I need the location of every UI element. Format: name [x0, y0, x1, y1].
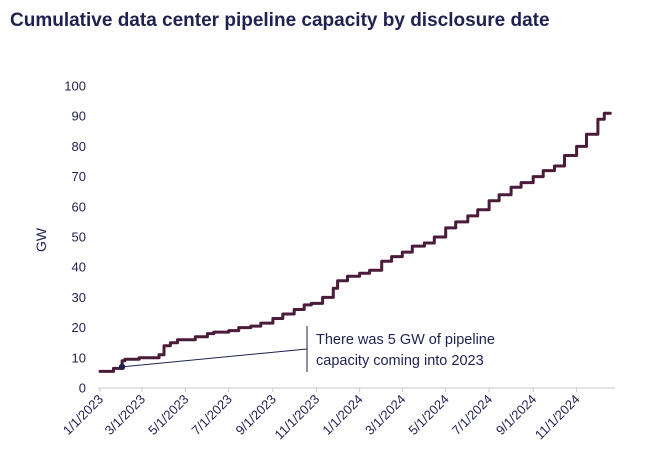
series-line [98, 111, 612, 373]
series-group [98, 111, 612, 373]
annotation: There was 5 GW of pipeline capacity comi… [118, 326, 495, 372]
y-tick-label: 40 [72, 260, 86, 275]
x-tick-label: 11/1/2024 [532, 392, 583, 443]
x-tick-label: 11/1/2023 [272, 392, 323, 443]
x-tick-label: 3/1/2024 [362, 392, 408, 438]
x-tick-label: 5/1/2024 [405, 392, 451, 438]
y-tick-label: 30 [72, 290, 86, 305]
y-tick-label: 0 [79, 381, 86, 396]
y-tick-label: 10 [72, 350, 86, 365]
x-tick-label: 1/1/2024 [319, 392, 365, 438]
annotation-text-line-2: capacity coming into 2023 [316, 353, 484, 369]
x-tick-label: 3/1/2023 [102, 392, 148, 438]
y-tick-label: 60 [72, 199, 86, 214]
x-tick-label: 1/1/2023 [60, 392, 106, 438]
y-tick-label: 80 [72, 139, 86, 154]
chart-title: Cumulative data center pipeline capacity… [10, 10, 550, 31]
y-axis-title: GW [33, 227, 49, 252]
y-tick-label: 50 [72, 230, 86, 245]
x-tick-label: 5/1/2023 [145, 392, 191, 438]
y-axis: 0 10 20 30 40 50 60 70 80 90 100 [64, 79, 86, 396]
y-tick-label: 90 [72, 109, 86, 124]
annotation-marker [118, 363, 126, 371]
annotation-callout-line [122, 348, 308, 368]
x-axis: 1/1/20233/1/20235/1/20237/1/20239/1/2023… [60, 387, 615, 443]
y-tick-label: 70 [72, 169, 86, 184]
y-tick-label: 100 [64, 79, 86, 94]
annotation-text-line-1: There was 5 GW of pipeline [316, 332, 495, 348]
x-tick-label: 7/1/2023 [188, 392, 234, 438]
y-tick-label: 20 [72, 320, 86, 335]
x-tick-label: 7/1/2024 [449, 392, 495, 438]
